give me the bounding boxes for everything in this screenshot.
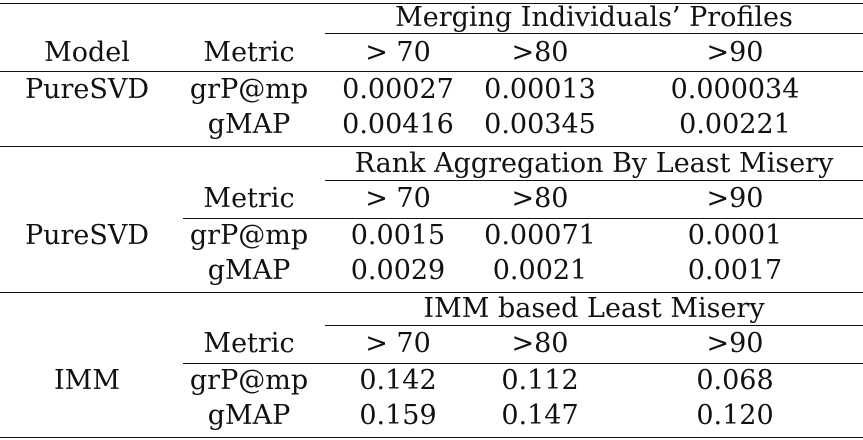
section-title: Rank Aggregation By Least Misery <box>354 148 834 179</box>
section-separator-rule <box>0 146 863 147</box>
threshold-header: > 70 <box>365 183 431 214</box>
column-header-metric: Metric <box>203 328 295 359</box>
column-header-metric: Metric <box>203 37 295 68</box>
section2-title-rule <box>325 180 863 181</box>
metric-name: gMAP <box>207 400 291 431</box>
threshold-header: >80 <box>511 37 569 68</box>
metric-name: gMAP <box>207 109 291 140</box>
metric-name: grP@mp <box>189 74 309 105</box>
section-title: IMM based Least Misery <box>423 293 765 324</box>
model-name: PureSVD <box>24 220 150 251</box>
table-bottom-rule <box>0 437 863 438</box>
column-header-model: Model <box>44 37 130 68</box>
table-cell: 0.142 <box>359 365 437 396</box>
model-name: IMM <box>54 365 120 396</box>
metric-name: grP@mp <box>189 220 309 251</box>
table-cell: 0.0015 <box>350 220 446 251</box>
table-cell: 0.068 <box>696 365 774 396</box>
table-cell: 0.00416 <box>342 109 454 140</box>
table-top-rule <box>0 3 863 4</box>
table-cell: 0.00013 <box>484 74 596 105</box>
section3-header-rule <box>183 363 863 364</box>
table-cell: 0.112 <box>501 365 579 396</box>
threshold-header: >90 <box>706 37 764 68</box>
threshold-header: > 70 <box>365 37 431 68</box>
table-cell: 0.00071 <box>484 220 596 251</box>
model-name: PureSVD <box>24 74 150 105</box>
threshold-header: > 70 <box>365 328 431 359</box>
table-cell: 0.120 <box>696 400 774 431</box>
table-cell: 0.00027 <box>342 74 454 105</box>
metric-name: grP@mp <box>189 365 309 396</box>
table-cell: 0.0017 <box>687 255 783 286</box>
section-separator-rule <box>0 292 863 293</box>
threshold-header: >80 <box>511 183 569 214</box>
threshold-header: >90 <box>706 183 764 214</box>
table-cell: 0.000034 <box>670 74 800 105</box>
table-cell: 0.0021 <box>492 255 588 286</box>
section-title: Merging Individuals’ Profiles <box>395 2 793 33</box>
table-cell: 0.0029 <box>350 255 446 286</box>
table-cell: 0.00345 <box>484 109 596 140</box>
section2-header-rule <box>183 218 863 219</box>
table-cell: 0.0001 <box>687 220 783 251</box>
section1-title-rule <box>325 33 863 34</box>
table-cell: 0.00221 <box>679 109 791 140</box>
metric-name: gMAP <box>207 255 291 286</box>
column-header-metric: Metric <box>203 183 295 214</box>
threshold-header: >90 <box>706 328 764 359</box>
table-cell: 0.159 <box>359 400 437 431</box>
header-rule <box>0 71 863 72</box>
table-cell: 0.147 <box>501 400 579 431</box>
threshold-header: >80 <box>511 328 569 359</box>
section3-title-rule <box>325 325 863 326</box>
